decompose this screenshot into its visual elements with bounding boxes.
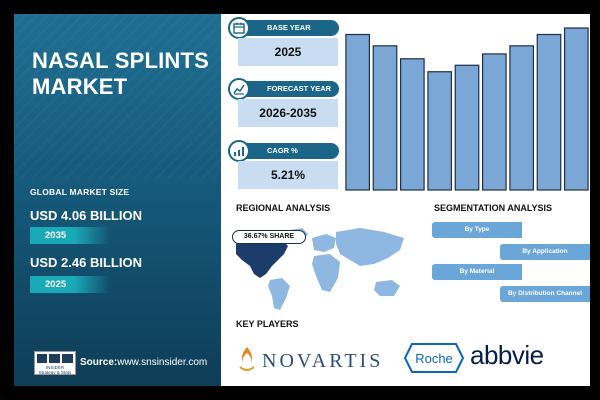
cagr-header: CAGR % [233,143,339,159]
left-panel: NASAL SPLINTS MARKET GLOBAL MARKET SIZE … [14,14,221,386]
novartis-flame-icon [239,347,255,371]
source-label: Source: [80,357,118,368]
roche-logo: Roche [404,343,464,373]
segment-by-type: By Type [432,222,522,238]
segmentation-analysis-title: SEGMENTATION ANALYSIS [434,203,553,213]
base-year-header: BASE YEAR [233,20,339,36]
chart-bar-6 [481,53,507,191]
segment-by-application: By Application [500,244,590,260]
novartis-logo: NOVARTIS [262,350,384,372]
chart-bar-4 [427,71,453,191]
source-url: www.snsinsider.com [117,357,208,368]
market-year-b: 2025 [30,276,110,293]
africa-region [312,254,340,292]
calendar-icon [228,17,250,39]
north-america-region [236,234,288,278]
chart-bar-7 [509,45,535,191]
forecast-year-value: 2026-2035 [238,99,338,127]
global-market-size-label: GLOBAL MARKET SIZE [30,187,130,197]
segment-by-distribution-channel: By Distribution Channel [500,286,590,302]
segment-by-material: By Material [432,264,522,280]
chart-bar-3 [399,58,425,191]
infographic-canvas: NASAL SPLINTS MARKET GLOBAL MARKET SIZE … [14,14,590,386]
chart-bar-8 [536,33,562,191]
chart-bar-1 [345,33,371,191]
market-year-a: 2035 [30,227,110,244]
australia-region [374,280,400,296]
europe-region [312,234,336,252]
roche-logo-text: Roche [415,351,453,366]
page-title: NASAL SPLINTS MARKET [32,48,209,99]
source-line: Source:www.snsinsider.com [80,357,207,368]
chart-bar-2 [372,45,398,191]
base-year-value: 2025 [238,38,338,66]
market-bar-chart [345,27,589,191]
forecast-year-header: FORECAST YEAR [233,81,339,97]
cagr-value: 5.21% [238,161,338,189]
brand-logo: INSIDER Strategy & Stats [34,351,76,375]
panel-texture [14,14,221,179]
south-america-region [268,278,290,310]
key-players-title: KEY PLAYERS [236,319,299,329]
chart-bar-5 [454,64,480,191]
world-map [236,228,404,310]
asia-region [336,228,404,266]
growth-icon [228,140,250,162]
regional-share-badge: 36.67% SHARE [232,230,306,244]
market-value-b: USD 2.46 BILLION [30,255,142,270]
regional-analysis-title: REGIONAL ANALYSIS [236,203,331,213]
market-value-a: USD 4.06 BILLION [30,208,142,223]
chart-icon [228,78,250,100]
abbvie-logo: abbvie [470,340,544,370]
chart-bar-9 [563,27,589,191]
